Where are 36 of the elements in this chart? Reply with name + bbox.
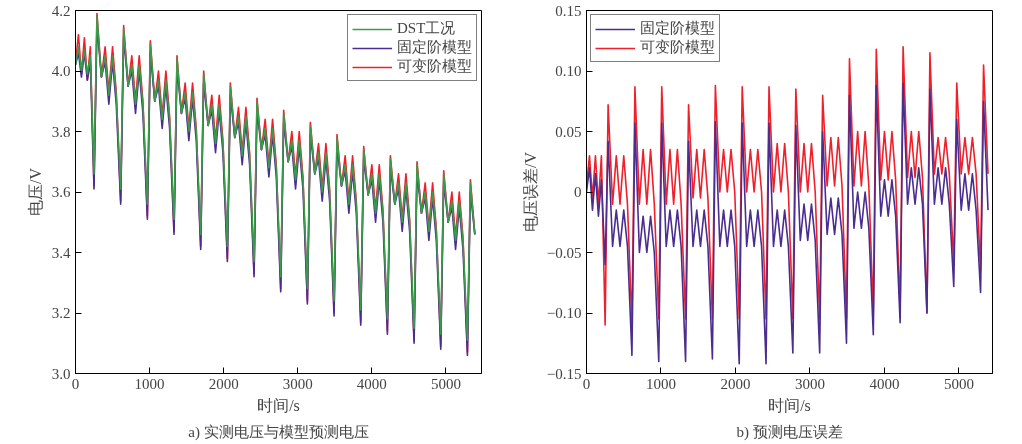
- x-tick-label: 2000: [208, 375, 239, 392]
- y-tick-label: 0.05: [555, 123, 582, 140]
- x-tick-label: 5000: [430, 375, 461, 392]
- y-tick-label: 3.4: [51, 244, 71, 261]
- legend-label: 可变阶模型: [640, 38, 715, 57]
- y-tick-label: 4.2: [51, 2, 71, 19]
- y-axis-title: 电压/V: [26, 167, 44, 216]
- y-tick-label: −0.10: [546, 305, 582, 321]
- y-tick-label: −0.05: [546, 244, 582, 261]
- x-tick-label: 5000: [943, 375, 974, 392]
- y-tick-label: 3.0: [51, 365, 71, 382]
- y-tick-label: −0.15: [546, 365, 582, 382]
- x-tick-label: 4000: [356, 375, 387, 392]
- y-tick-label: 0: [574, 184, 582, 200]
- y-tick-label: 3.2: [51, 305, 71, 321]
- y-tick-label: 0.10: [555, 63, 582, 79]
- text: b) 预测电压误差: [736, 423, 843, 441]
- y-tick-label: 4.0: [51, 63, 71, 79]
- y-tick-label: 3.6: [51, 184, 71, 200]
- x-tick-label: 4000: [869, 375, 900, 392]
- x-tick-label: 3000: [282, 375, 313, 392]
- x-axis-title: 时间/s: [768, 396, 811, 414]
- legend-label: DST工况: [397, 19, 456, 38]
- x-tick-label: 3000: [794, 375, 825, 392]
- text: a) 实测电压与模型预测电压: [188, 423, 369, 441]
- x-axis-title: 时间/s: [257, 396, 300, 414]
- legend-label: 固定阶模型: [640, 19, 715, 38]
- y-tick-label: 0.15: [555, 2, 582, 19]
- line-series: [586, 82, 989, 365]
- y-tick-label: 3.8: [51, 123, 71, 140]
- x-tick-label: 2000: [720, 375, 751, 392]
- x-tick-label: 1000: [134, 375, 165, 392]
- legend-label: 可变阶模型: [397, 57, 472, 76]
- y-axis-title: 电压误差/V: [521, 151, 539, 232]
- legend-label: 固定阶模型: [397, 38, 472, 57]
- x-tick-label: 1000: [646, 375, 676, 392]
